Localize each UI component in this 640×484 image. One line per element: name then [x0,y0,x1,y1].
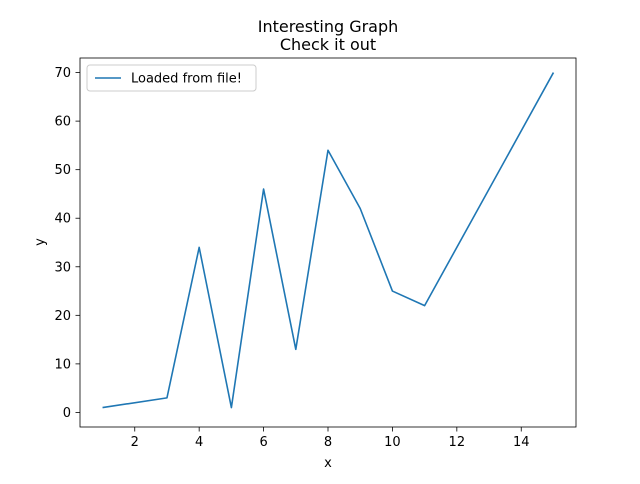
x-tick-label: 12 [449,435,466,450]
y-tick-label: 60 [54,115,71,130]
x-tick-label: 10 [384,435,401,450]
legend: Loaded from file! [86,64,257,92]
data-point [263,188,265,190]
x-tick-label: 2 [131,435,139,450]
data-point [359,208,361,210]
y-tick-label: 30 [54,260,71,275]
data-point [231,407,233,409]
y-tick-label: 0 [63,406,71,421]
y-tick-label: 40 [54,212,71,227]
y-tick-label: 20 [54,309,71,324]
data-point [102,407,104,409]
x-axis-label: x [324,456,332,471]
data-point [424,305,426,307]
chart-subtitle: Check it out [280,35,376,54]
y-tick-label: 70 [54,66,71,81]
data-point [327,149,329,151]
data-point [392,290,394,292]
x-tick-label: 14 [513,435,530,450]
x-tick-label: 4 [195,435,203,450]
series-line-0 [102,72,555,409]
data-point [198,247,200,249]
x-tick-label: 8 [324,435,332,450]
plot-frame [79,57,577,428]
data-point [553,72,555,74]
data-point [166,397,168,399]
y-tick-label: 50 [54,163,71,178]
y-axis-label: y [33,238,48,246]
chart-title: Interesting Graph [258,17,399,36]
legend-box [86,64,257,92]
legend-label: Loaded from file! [131,72,242,87]
y-tick-label: 10 [54,357,71,372]
x-tick-label: 6 [259,435,267,450]
data-point [295,349,297,351]
plot-area: 2 4 6 8 10 12 14 0 10 20 30 40 50 60 70 [54,57,577,450]
